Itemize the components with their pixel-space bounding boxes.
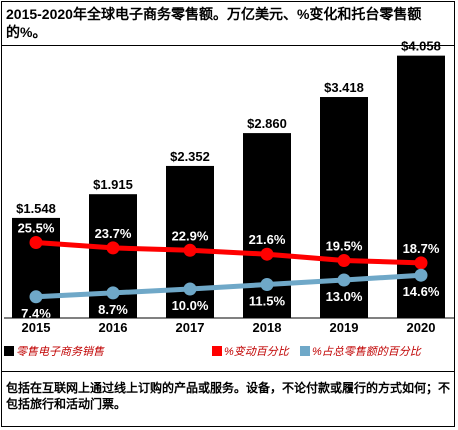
change-point-2017 xyxy=(183,243,197,257)
x-tick-label-2017: 2017 xyxy=(176,320,205,335)
legend-item-change: %变动百分比 xyxy=(212,343,289,359)
change-label-2019: 19.5% xyxy=(326,239,363,254)
bar-value-label-2020: $4.058 xyxy=(401,39,441,54)
share-point-2017 xyxy=(183,282,197,296)
bar-value-label-2015: $1.548 xyxy=(16,201,56,216)
share-point-2015 xyxy=(29,290,43,304)
x-tick-label-2018: 2018 xyxy=(253,320,282,335)
bar-value-label-2017: $2.352 xyxy=(170,149,210,164)
share-label-2018: 11.5% xyxy=(249,294,286,309)
bar-value-label-2016: $1.915 xyxy=(93,177,133,192)
legend-swatch-sales xyxy=(4,346,14,356)
bar-value-label-2018: $2.860 xyxy=(247,116,287,131)
legend-label-sales: 零售电子商务销售 xyxy=(16,346,104,358)
change-point-2020 xyxy=(414,256,428,270)
chart-title: 2015-2020年全球电子商务零售额。万亿美元、%变化和托台零售额的%。 xyxy=(6,6,422,40)
legend-label-share: %占总零售额的百分比 xyxy=(312,346,421,358)
share-label-2020: 14.6% xyxy=(403,284,440,299)
x-tick-label-2019: 2019 xyxy=(330,320,359,335)
change-point-2019 xyxy=(337,254,351,267)
change-point-2015 xyxy=(29,236,43,249)
share-label-2016: 8.7% xyxy=(98,302,128,317)
change-label-2020: 18.7% xyxy=(403,241,440,256)
share-point-2018 xyxy=(260,278,274,291)
change-label-2016: 23.7% xyxy=(95,226,132,241)
change-label-2017: 22.9% xyxy=(172,228,209,243)
x-tick-label-2020: 2020 xyxy=(407,320,436,335)
legend-item-sales: 零售电子商务销售 xyxy=(4,343,104,359)
change-point-2016 xyxy=(106,241,120,255)
change-line xyxy=(35,240,422,266)
x-tick-label-2016: 2016 xyxy=(99,320,128,335)
share-point-2020 xyxy=(414,268,428,282)
share-point-2016 xyxy=(106,286,120,300)
legend-divider xyxy=(1,371,455,372)
change-point-2018 xyxy=(260,247,274,261)
share-label-2015: 7.4% xyxy=(21,306,51,321)
legend-item-share: %占总零售额的百分比 xyxy=(300,343,421,359)
x-tick-label-2015: 2015 xyxy=(22,320,51,335)
legend-swatch-share xyxy=(300,346,310,356)
footnote: 包括在互联网上通过线上订购的产品或服务。设备，不论付款或履行的方式如何；不包括旅… xyxy=(6,381,451,411)
title-divider xyxy=(1,45,455,46)
share-line xyxy=(35,272,422,300)
share-label-2019: 13.0% xyxy=(326,289,363,304)
share-label-2017: 10.0% xyxy=(172,298,209,313)
legend-swatch-change xyxy=(212,346,222,356)
chart-legend: 零售电子商务销售 %变动百分比 %占总零售额的百分比 xyxy=(4,343,454,359)
legend-label-change: %变动百分比 xyxy=(224,346,289,358)
share-point-2019 xyxy=(337,273,351,287)
bar-2016 xyxy=(89,194,137,318)
bar-value-label-2019: $3.418 xyxy=(324,80,364,95)
change-label-2015: 25.5% xyxy=(18,221,55,236)
change-label-2018: 21.6% xyxy=(249,232,286,247)
chart-plot: $1.548 2015 $1.915 2016 $2.352 2017 $2.860 2018… xyxy=(4,39,454,335)
